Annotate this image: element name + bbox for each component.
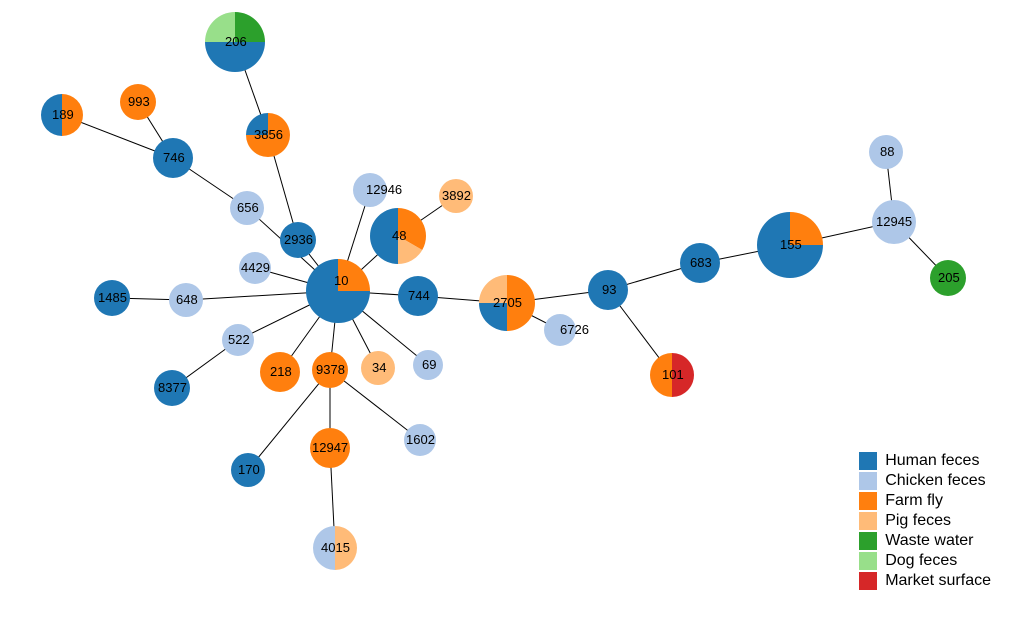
node-88 — [869, 135, 903, 169]
legend-row: Dog feces — [859, 552, 991, 570]
node-522 — [222, 324, 254, 356]
legend-row: Farm fly — [859, 492, 991, 510]
legend-swatch — [859, 452, 877, 470]
node-48 — [370, 208, 426, 264]
node-744 — [398, 276, 438, 316]
node-93 — [588, 270, 628, 310]
legend-swatch — [859, 572, 877, 590]
node-10 — [306, 259, 370, 323]
legend-row: Market surface — [859, 572, 991, 590]
legend-swatch — [859, 512, 877, 530]
legend-label: Market surface — [885, 572, 991, 590]
legend-label: Waste water — [885, 532, 973, 550]
nodes-group — [41, 12, 966, 570]
node-34 — [361, 351, 395, 385]
legend-swatch — [859, 552, 877, 570]
node-206 — [205, 12, 265, 72]
node-2936 — [280, 222, 316, 258]
legend-row: Waste water — [859, 532, 991, 550]
legend-label: Chicken feces — [885, 472, 986, 490]
legend-row: Pig feces — [859, 512, 991, 530]
node-4015 — [313, 526, 357, 570]
node-1602 — [404, 424, 436, 456]
legend-row: Human feces — [859, 452, 991, 470]
node-218 — [260, 352, 300, 392]
node-12945 — [872, 200, 916, 244]
node-101 — [650, 353, 694, 397]
node-3892 — [439, 179, 473, 213]
node-12946 — [353, 173, 387, 207]
node-746 — [153, 138, 193, 178]
node-8377 — [154, 370, 190, 406]
node-6726 — [544, 314, 576, 346]
node-683 — [680, 243, 720, 283]
legend-swatch — [859, 492, 877, 510]
node-9378 — [312, 352, 348, 388]
node-12947 — [310, 428, 350, 468]
node-69 — [413, 350, 443, 380]
node-2705 — [479, 275, 535, 331]
node-1485 — [94, 280, 130, 316]
legend-label: Dog feces — [885, 552, 957, 570]
legend-row: Chicken feces — [859, 472, 991, 490]
node-155 — [757, 212, 823, 278]
legend-label: Human feces — [885, 452, 979, 470]
legend-label: Pig feces — [885, 512, 951, 530]
legend-swatch — [859, 532, 877, 550]
legend-swatch — [859, 472, 877, 490]
node-993 — [120, 84, 156, 120]
node-656 — [230, 191, 264, 225]
node-205 — [930, 260, 966, 296]
node-3856 — [246, 113, 290, 157]
legend: Human feces Chicken feces Farm fly Pig fece… — [859, 450, 991, 592]
node-189 — [41, 94, 83, 136]
legend-label: Farm fly — [885, 492, 943, 510]
node-170 — [231, 453, 265, 487]
node-4429 — [239, 252, 271, 284]
node-648 — [169, 283, 203, 317]
